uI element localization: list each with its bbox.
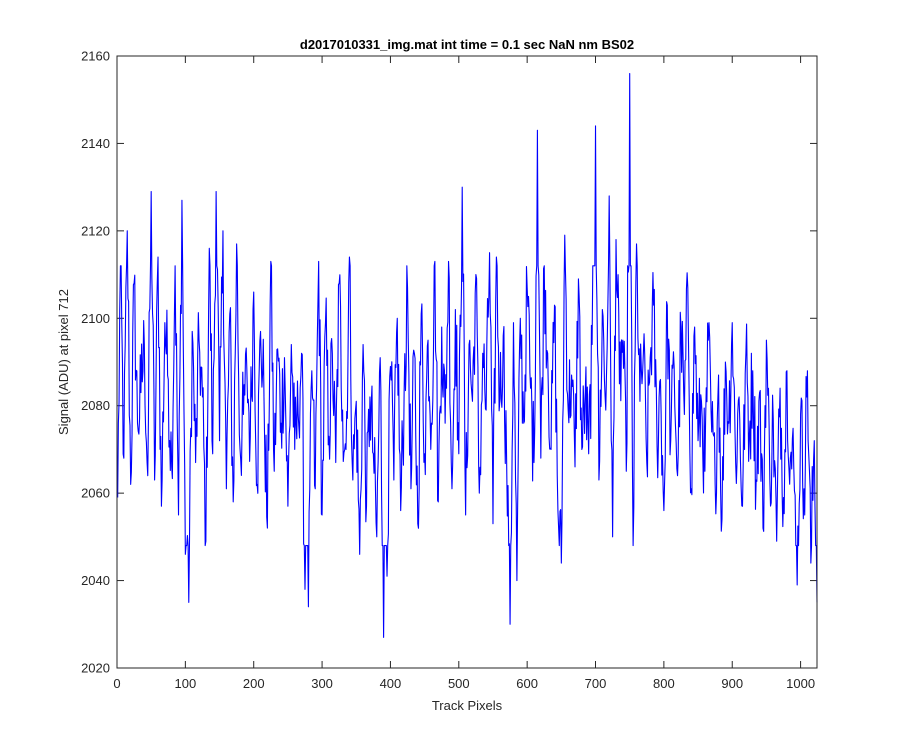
- y-axis-label: Signal (ADU) at pixel 712: [56, 289, 71, 435]
- signal-series-line: [117, 72, 818, 638]
- y-tick-label: 2080: [81, 398, 110, 413]
- x-axis-label: Track Pixels: [432, 698, 503, 713]
- y-tick-label: 2160: [81, 49, 110, 64]
- x-tick-label: 700: [585, 676, 607, 691]
- y-axis: 2020 2040 2060 2080 2100 2120 2140 2160: [81, 49, 817, 676]
- x-tick-label: 1000: [786, 676, 815, 691]
- x-tick-label: 300: [311, 676, 333, 691]
- x-tick-label: 0: [113, 676, 120, 691]
- x-axis: 0 100 200 300 400 500 600 700 800 900 1000: [113, 56, 815, 691]
- axes-box: [116, 55, 818, 669]
- x-tick-label: 600: [516, 676, 538, 691]
- x-tick-label: 800: [653, 676, 675, 691]
- chart-title: d2017010331_img.mat int time = 0.1 sec N…: [300, 37, 634, 52]
- x-tick-label: 200: [243, 676, 265, 691]
- x-tick-label: 400: [380, 676, 402, 691]
- y-tick-label: 2100: [81, 311, 110, 326]
- y-tick-label: 2060: [81, 486, 110, 501]
- y-tick-label: 2120: [81, 223, 110, 238]
- plot-area: [117, 56, 817, 668]
- x-tick-label: 100: [175, 676, 197, 691]
- y-tick-label: 2140: [81, 136, 110, 151]
- x-tick-label: 500: [448, 676, 470, 691]
- y-tick-label: 2020: [81, 661, 110, 676]
- x-tick-label: 900: [721, 676, 743, 691]
- y-tick-label: 2040: [81, 573, 110, 588]
